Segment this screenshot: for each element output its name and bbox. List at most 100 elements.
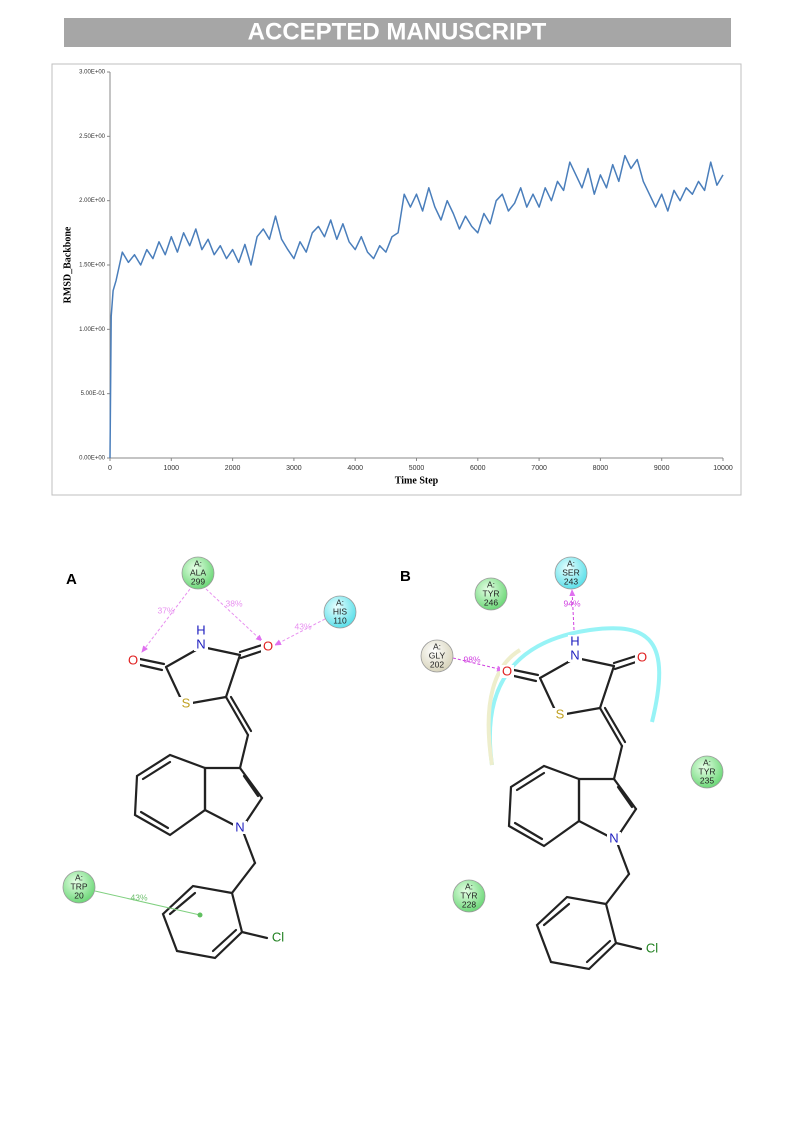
atom-bg — [271, 931, 285, 944]
residue-label: SER — [562, 567, 579, 577]
residue-label: GLY — [429, 650, 446, 660]
atom-bg — [553, 708, 567, 721]
y-tick-label: 2.50E+00 — [79, 134, 106, 140]
atom-bg — [568, 635, 582, 648]
residue-label: HIS — [333, 606, 348, 616]
x-tick-label: 10000 — [713, 465, 733, 472]
atom-label: S — [556, 706, 565, 721]
atom-label: O — [128, 652, 138, 667]
x-tick-label: 2000 — [225, 465, 241, 472]
atom-bg — [194, 638, 208, 651]
chart: 0.00E+00 5.00E-01 1.00E+00 1.50E+00 2.00E+00… — [62, 70, 733, 487]
banner — [64, 18, 731, 47]
residue — [452, 879, 486, 913]
atom-label: N — [235, 819, 244, 834]
x-tick-label: 3000 — [286, 465, 302, 472]
x-tick-label: 5000 — [409, 465, 425, 472]
y-tick-label: 5.00E-01 — [81, 391, 106, 397]
h-bond — [205, 588, 263, 642]
x-tick-label: 6000 — [470, 465, 486, 472]
residue-label: 246 — [484, 597, 498, 607]
residue-label: 228 — [462, 899, 476, 909]
x-tick-label: 4000 — [347, 465, 363, 472]
residue-label: 110 — [333, 615, 347, 625]
h-bond — [274, 618, 326, 646]
atom-bg — [607, 832, 621, 845]
atom-label: Cl — [272, 929, 284, 944]
y-tick-label: 2.00E+00 — [79, 198, 106, 204]
atom-label: N — [609, 830, 618, 845]
residue-label: 20 — [74, 890, 84, 900]
residue — [690, 755, 724, 789]
molecule-a — [133, 643, 269, 960]
atom-label: O — [502, 663, 512, 678]
atom-label: N — [196, 636, 205, 651]
residue — [554, 556, 588, 590]
x-tick-label: 1000 — [164, 465, 180, 472]
residue-label: 235 — [700, 775, 714, 785]
atom-label: S — [182, 695, 191, 710]
residue — [181, 556, 215, 590]
atom-label: H — [196, 622, 205, 637]
pi-stack — [94, 890, 201, 916]
atom-bg — [126, 654, 140, 667]
ring-center — [197, 912, 203, 918]
molecule-b — [507, 654, 643, 971]
exposure-arc — [486, 648, 522, 766]
atom-bg — [635, 651, 649, 664]
interaction-label: 98% — [463, 654, 480, 664]
residue-label: A: — [336, 597, 344, 607]
x-tick-label: 8000 — [593, 465, 609, 472]
atom-bg — [500, 665, 514, 678]
atom-label: O — [637, 649, 647, 664]
interaction-label: 94% — [563, 598, 580, 608]
chart-frame — [51, 63, 742, 496]
y-tick-label: 3.00E+00 — [79, 70, 106, 76]
residue-label: A: — [465, 881, 473, 891]
residue-label: A: — [487, 579, 495, 589]
atom-bg — [261, 640, 275, 653]
residue-label: TYR — [461, 890, 478, 900]
h-bond — [452, 657, 504, 672]
x-axis-label: Time Step — [395, 475, 439, 486]
residue — [474, 577, 508, 611]
h-bond — [141, 588, 191, 653]
residue-label: 202 — [430, 659, 444, 669]
residue-label: 299 — [191, 576, 205, 586]
h-bond — [569, 589, 576, 631]
panel-label: A — [66, 571, 77, 588]
figure: AHNOOSNClA:ALA299A:HIS110A:TRP2037%38%43… — [62, 556, 724, 955]
residue-label: TYR — [699, 766, 716, 776]
residue-label: TYR — [483, 588, 500, 598]
banner-title: ACCEPTED MANUSCRIPT — [248, 18, 547, 45]
y-tick-label: 0.00E+00 — [79, 456, 106, 462]
residue-label: A: — [703, 757, 711, 767]
y-axis-label: RMSD_Backbone — [62, 226, 73, 303]
interaction-label: 43% — [294, 621, 311, 631]
residue-label: A: — [433, 641, 441, 651]
y-tick-label: 1.00E+00 — [79, 327, 106, 333]
residue — [323, 595, 357, 629]
atom-bg — [568, 649, 582, 662]
residue — [62, 870, 96, 904]
atom-label: Cl — [646, 940, 658, 955]
residue-label: ALA — [190, 567, 206, 577]
atom-label: N — [570, 647, 579, 662]
exposure-arc — [487, 626, 662, 766]
residue-label: 243 — [564, 576, 578, 586]
residue-label: A: — [194, 558, 202, 568]
x-tick-label: 0 — [108, 465, 112, 472]
x-tick-label: 9000 — [654, 465, 670, 472]
atom-bg — [179, 697, 193, 710]
interaction-label: 38% — [225, 598, 242, 608]
atom-bg — [233, 821, 247, 834]
interaction-label: 43% — [130, 892, 147, 902]
atom-bg — [194, 624, 208, 637]
data-line — [109, 154, 724, 459]
interaction-label: 37% — [157, 605, 174, 615]
residue-label: A: — [567, 558, 575, 568]
x-tick-label: 7000 — [531, 465, 547, 472]
panel-label: B — [400, 568, 411, 585]
atom-label: H — [570, 633, 579, 648]
